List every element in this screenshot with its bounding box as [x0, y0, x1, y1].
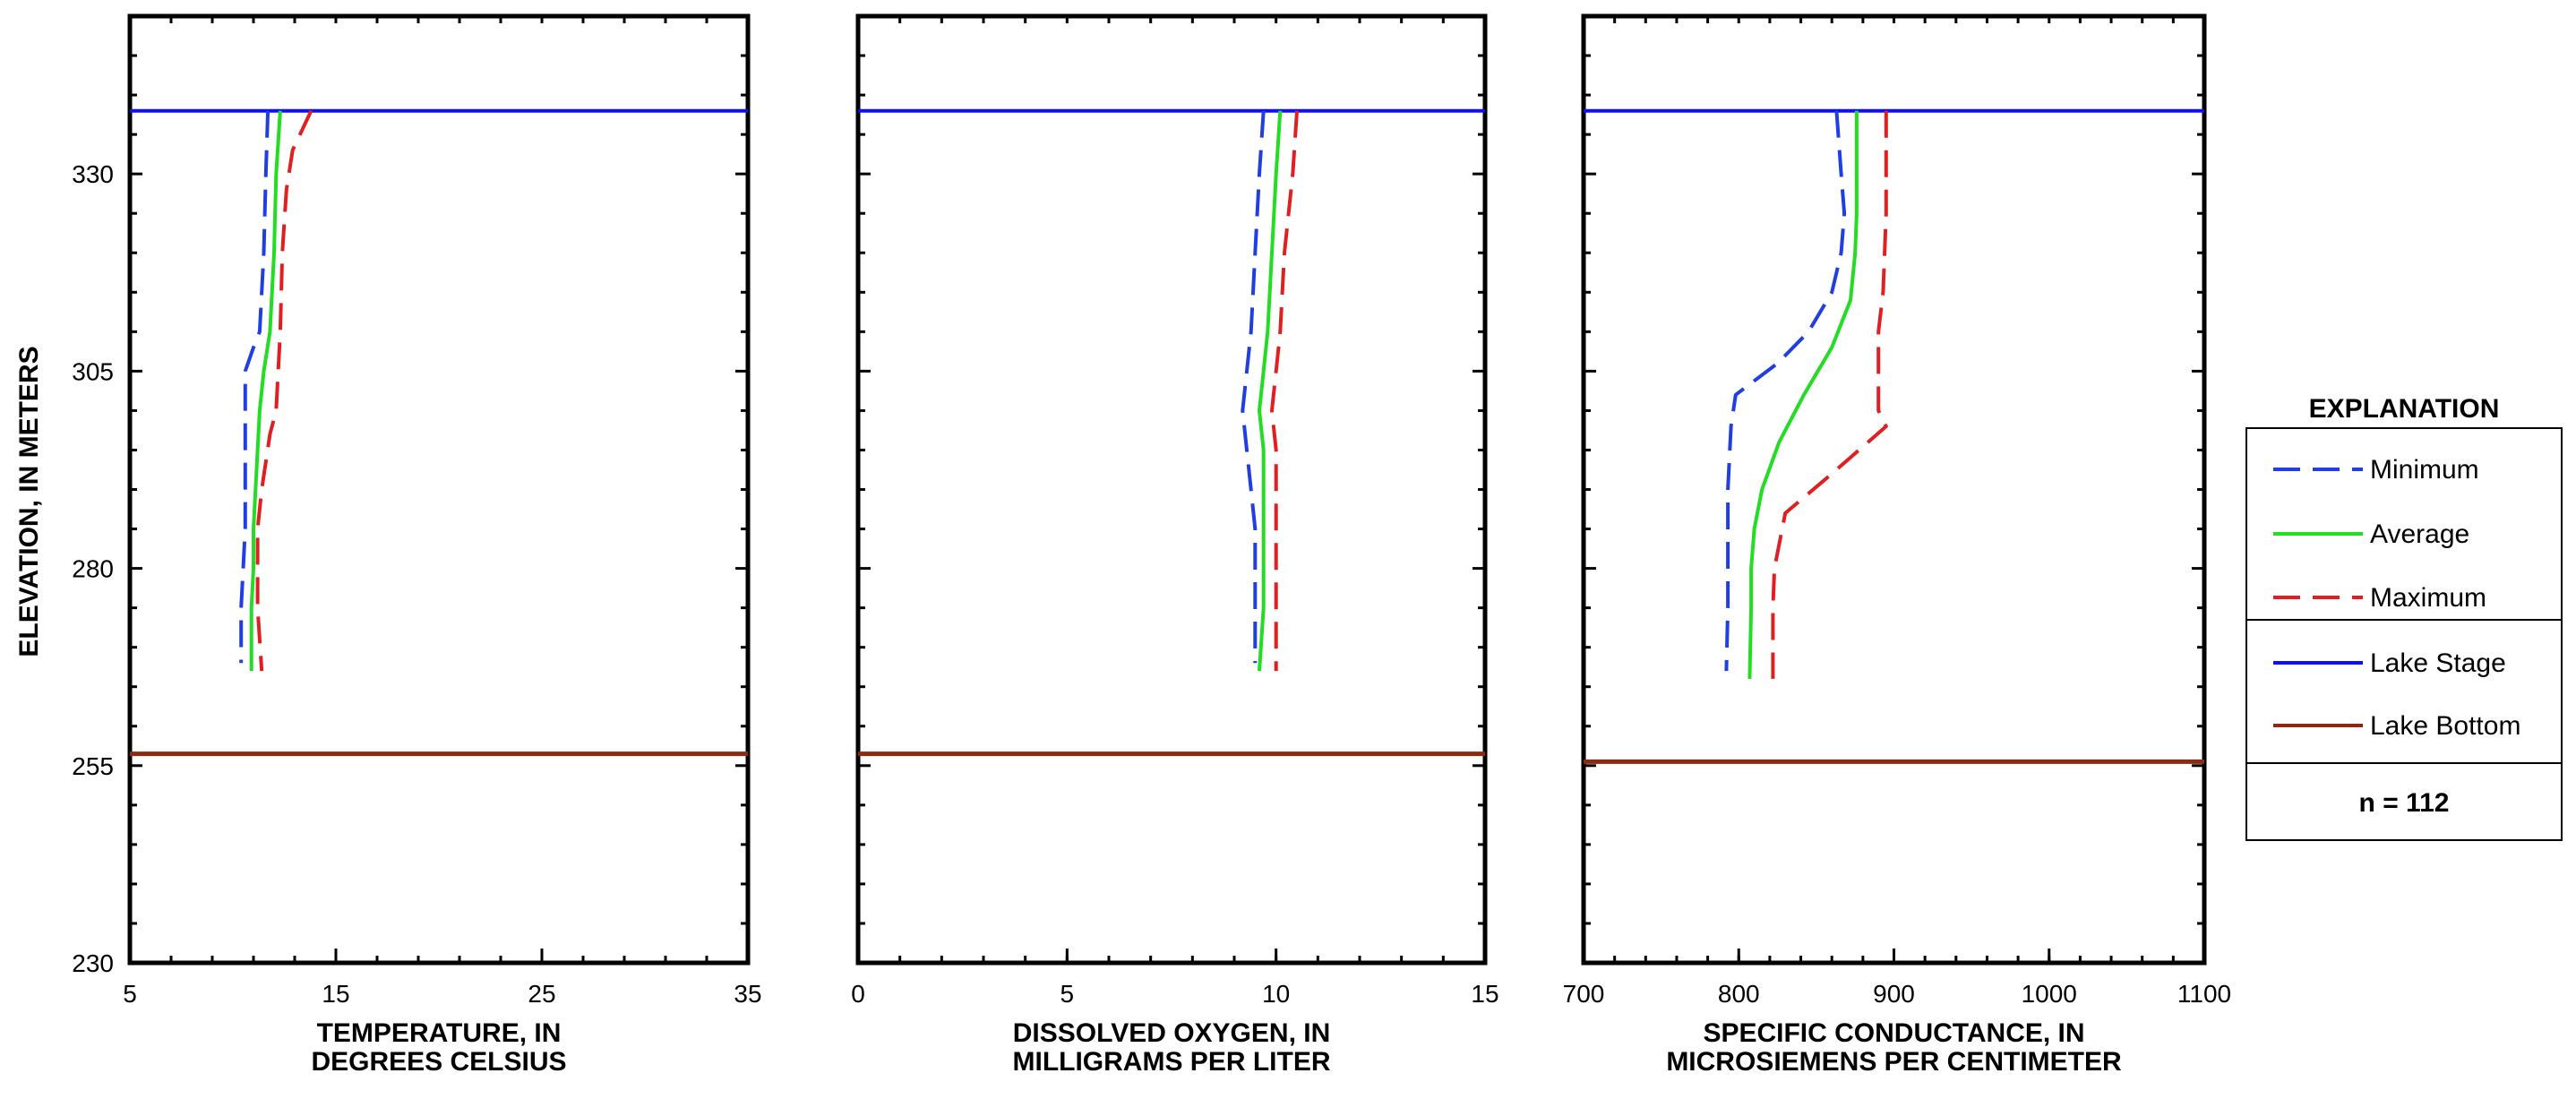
- x-axis-title: DEGREES CELSIUS: [311, 1047, 566, 1077]
- x-tick-label: 900: [1873, 980, 1915, 1008]
- chart-panel-3: 700 800 900 1000 1100 SPECIFIC CONDUCTANCE, I…: [1563, 13, 2231, 1077]
- x-tick-label: 700: [1563, 980, 1605, 1008]
- plot-frame: [127, 13, 751, 966]
- x-axis-title: SPECIFIC CONDUCTANCE, IN: [1703, 1018, 2084, 1048]
- series-line-minimum: [239, 110, 270, 664]
- x-tick-label: 15: [1471, 980, 1498, 1008]
- y-tick-label: 230: [72, 949, 114, 977]
- series-line-minimum: [1241, 110, 1266, 664]
- x-axis-title: TEMPERATURE, IN: [317, 1018, 562, 1048]
- y-tick-label: 255: [72, 752, 114, 780]
- legend-box: [2245, 427, 2563, 841]
- series-line-maximum: [1270, 110, 1299, 672]
- plot-frame: [1581, 13, 2207, 966]
- x-tick-label: 35: [734, 980, 761, 1008]
- legend: EXPLANATION Minimum Average Maximum Lake Sta…: [2245, 394, 2563, 841]
- x-tick-label: 5: [123, 980, 137, 1008]
- legend-label: Lake Stage: [2370, 648, 2506, 678]
- series-line-minimum: [1724, 110, 1847, 672]
- y-tick-label: 305: [72, 357, 114, 385]
- plot-frame: [855, 13, 1488, 966]
- legend-title: EXPLANATION: [2309, 394, 2500, 424]
- series-line-average: [1747, 110, 1859, 679]
- x-tick-label: 1000: [2022, 980, 2077, 1008]
- x-tick-label: 15: [322, 980, 349, 1008]
- legend-label: Average: [2370, 519, 2469, 549]
- y-axis-title: ELEVATION, IN METERS: [14, 346, 44, 657]
- y-tick-label: 280: [72, 555, 114, 583]
- legend-sample-size: n = 112: [2359, 788, 2450, 818]
- x-axis-title: MILLIGRAMS PER LITER: [1013, 1047, 1331, 1077]
- x-axis-title: MICROSIEMENS PER CENTIMETER: [1666, 1047, 2122, 1077]
- x-tick-label: 0: [851, 980, 865, 1008]
- x-tick-label: 5: [1060, 980, 1075, 1008]
- x-tick-label: 1100: [2177, 980, 2231, 1008]
- legend-label: Lake Bottom: [2370, 711, 2520, 741]
- legend-label: Maximum: [2370, 583, 2486, 613]
- chart-panel-1: 5 15 25 35 230 255 280 305 330 TEMPERATURE, INDEG…: [72, 13, 762, 1077]
- series-line-maximum: [1771, 110, 1888, 679]
- x-tick-label: 25: [528, 980, 555, 1008]
- series-line-average: [249, 110, 282, 672]
- chart-panels: 5 15 25 35 230 255 280 305 330 TEMPERATURE, INDEG…: [72, 13, 2231, 1077]
- x-tick-label: 800: [1718, 980, 1760, 1008]
- x-tick-label: 10: [1262, 980, 1290, 1008]
- series-line-average: [1258, 110, 1283, 672]
- series-line-maximum: [255, 109, 313, 672]
- y-tick-label: 330: [72, 160, 114, 188]
- x-axis-title: DISSOLVED OXYGEN, IN: [1013, 1018, 1331, 1048]
- legend-label: Minimum: [2370, 455, 2479, 485]
